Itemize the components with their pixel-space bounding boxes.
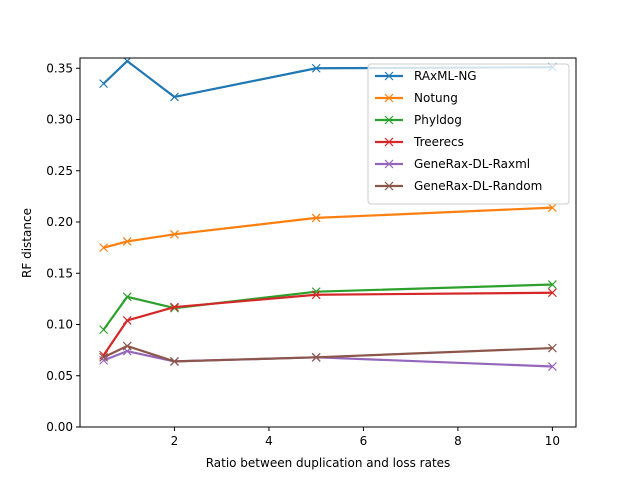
legend-item: RAxML-NG: [375, 69, 477, 83]
data-point: [547, 203, 557, 213]
legend-item: GeneRax-DL-Raxml: [375, 157, 530, 171]
axes-layer: 2 4 6 8 10 0.00 0.05 0.10 0.15 0.20 0.25 0.30 0.35: [46, 57, 577, 448]
x-tick-label: 2: [171, 434, 179, 448]
data-point: [311, 213, 321, 223]
legend-item: Phyldog: [375, 113, 462, 127]
data-point: [170, 302, 179, 312]
legend-label: Treerecs: [413, 135, 464, 149]
data-point: [99, 325, 109, 335]
legend: RAxML-NG Notung Phyldog Treerecs GeneRax-DL-…: [367, 63, 570, 205]
legend-marker: [384, 93, 394, 103]
legend-marker: [384, 181, 394, 191]
x-axis-label: Ratio between duplication and loss rates: [206, 456, 451, 470]
series-5: [99, 341, 557, 366]
axes-frame: [79, 57, 577, 428]
legend-marker: [384, 137, 394, 147]
legend-item: GeneRax-DL-Random: [375, 179, 542, 193]
data-point: [170, 356, 179, 366]
data-point: [122, 315, 132, 325]
data-point: [99, 352, 109, 362]
data-point: [170, 92, 179, 102]
x-tick-label: 10: [545, 434, 560, 448]
legend-label: Notung: [414, 91, 458, 105]
data-point: [122, 341, 132, 351]
legend-label: RAxML-NG: [414, 69, 477, 83]
x-tick-label: 6: [360, 434, 368, 448]
data-point: [547, 343, 557, 353]
data-point: [122, 237, 132, 246]
data-point: [547, 362, 557, 371]
legend-label: GeneRax-DL-Raxml: [414, 157, 530, 171]
legend-item: Notung: [375, 91, 458, 105]
legend-label: GeneRax-DL-Random: [414, 179, 542, 193]
data-point: [311, 352, 321, 362]
data-point: [311, 290, 321, 300]
data-point: [547, 288, 557, 298]
data-point: [99, 79, 109, 89]
legend-marker: [384, 115, 394, 125]
y-tick-label: 0.20: [46, 215, 73, 229]
data-point: [122, 292, 132, 302]
data-point: [170, 229, 179, 239]
x-tick-label: 8: [454, 434, 462, 448]
x-tick-label: 4: [265, 434, 273, 448]
y-axis-label: RF distance: [20, 208, 34, 278]
y-tick-label: 0.35: [46, 61, 73, 75]
y-tick-label: 0.00: [46, 420, 73, 434]
y-tick-label: 0.10: [46, 318, 73, 332]
series-1: [99, 203, 557, 253]
legend-item: Treerecs: [375, 135, 464, 149]
data-point: [311, 63, 321, 73]
y-tick-label: 0.05: [46, 369, 73, 383]
y-tick-label: 0.25: [46, 164, 73, 178]
y-tick-label: 0.15: [46, 266, 73, 280]
legend-marker: [384, 159, 394, 169]
data-point: [99, 355, 109, 365]
y-tick-label: 0.30: [46, 113, 73, 127]
legend-marker: [384, 71, 394, 81]
legend-label: Phyldog: [414, 113, 462, 127]
legend-box: [367, 63, 570, 205]
data-point: [99, 243, 109, 253]
data-point: [547, 280, 557, 289]
